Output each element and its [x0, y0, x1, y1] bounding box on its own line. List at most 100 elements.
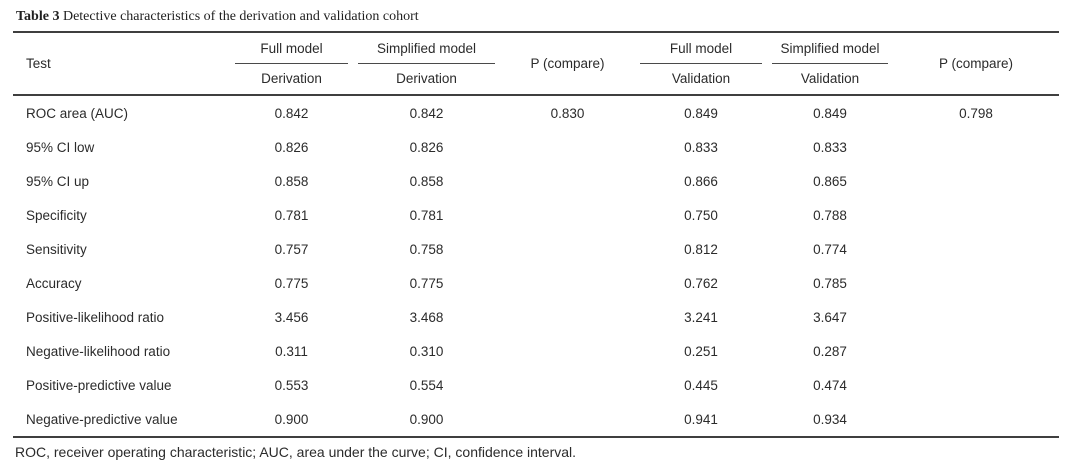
- table-row: 95% CI low 0.826 0.826 0.833 0.833: [13, 130, 1059, 164]
- cell-p-validation: [893, 164, 1059, 198]
- cell-p-derivation: 0.830: [550, 105, 585, 121]
- cell-full-derivation: 0.900: [274, 411, 309, 427]
- cell-simplified-validation: 0.934: [813, 411, 847, 427]
- table-header: Test Full model Simplified model P (comp…: [13, 32, 1059, 95]
- cell-full-derivation: 0.311: [275, 343, 308, 359]
- cell-simplified-validation: 0.474: [813, 377, 847, 393]
- table-title: Table 3 Detective characteristics of the…: [0, 0, 1080, 31]
- cell-p-derivation: [500, 232, 635, 266]
- table-row: Positive-predictive value 0.553 0.554 0.…: [13, 368, 1059, 402]
- col-header-full-model-derivation: Full model: [230, 32, 353, 64]
- col-header-p-compare-validation: P (compare): [938, 56, 1014, 71]
- cell-full-derivation: 0.775: [274, 275, 309, 291]
- cell-full-validation: 0.445: [684, 377, 718, 393]
- table-title-number: Table 3: [16, 9, 60, 24]
- table-row: ROC area (AUC) 0.842 0.842 0.830 0.849 0…: [13, 95, 1059, 130]
- cell-p-derivation: [500, 300, 635, 334]
- col-header-full-model-validation-label: Full model: [640, 33, 762, 64]
- cell-p-derivation: [500, 402, 635, 437]
- cell-test: Negative-likelihood ratio: [26, 343, 171, 359]
- cell-test: 95% CI low: [26, 139, 95, 155]
- cell-test: Specificity: [26, 207, 87, 223]
- cell-full-validation: 0.812: [684, 241, 718, 257]
- cell-test: Accuracy: [26, 275, 82, 291]
- header-row-models: Test Full model Simplified model P (comp…: [13, 32, 1059, 71]
- cell-p-derivation: [500, 164, 635, 198]
- header-row-cohorts: Derivation Derivation Validation Validat…: [13, 64, 1059, 95]
- cell-test: ROC area (AUC): [26, 105, 129, 121]
- cell-p-derivation: [500, 266, 635, 300]
- cell-simplified-validation: 3.647: [813, 309, 847, 325]
- col-header-full-model-derivation-label: Full model: [235, 33, 348, 64]
- cell-p-derivation: [500, 368, 635, 402]
- col-header-p-compare-derivation: P (compare): [530, 56, 605, 71]
- cell-full-validation: 0.849: [684, 105, 718, 121]
- table-row: Negative-likelihood ratio 0.311 0.310 0.…: [13, 334, 1059, 368]
- col-header-simplified-model-validation-label: Simplified model: [772, 33, 888, 64]
- cell-full-validation: 0.750: [684, 207, 718, 223]
- cell-test: 95% CI up: [26, 173, 90, 189]
- cell-simplified-derivation: 0.310: [409, 343, 444, 359]
- cell-test: Sensitivity: [26, 241, 87, 257]
- subheader-validation-1: Validation: [635, 64, 767, 95]
- col-header-simplified-model-validation: Simplified model: [767, 32, 893, 64]
- cell-simplified-derivation: 0.554: [409, 377, 444, 393]
- cell-simplified-validation: 0.833: [813, 139, 847, 155]
- cell-full-validation: 0.941: [684, 411, 718, 427]
- cell-test: Positive-predictive value: [26, 377, 172, 393]
- cell-simplified-derivation: 0.842: [409, 105, 444, 121]
- col-header-full-model-validation: Full model: [635, 32, 767, 64]
- cell-p-validation: [893, 130, 1059, 164]
- cell-full-derivation: 3.456: [274, 309, 309, 325]
- subheader-derivation-2-label: Derivation: [396, 71, 457, 86]
- cell-p-validation: [893, 198, 1059, 232]
- cell-simplified-validation: 0.865: [813, 173, 847, 189]
- cell-simplified-validation: 0.788: [813, 207, 847, 223]
- table-row: 95% CI up 0.858 0.858 0.866 0.865: [13, 164, 1059, 198]
- cell-full-derivation: 0.781: [274, 207, 309, 223]
- cell-full-derivation: 0.826: [274, 139, 309, 155]
- col-header-test: Test: [26, 56, 51, 71]
- cell-p-validation: [893, 334, 1059, 368]
- cell-simplified-derivation: 3.468: [409, 309, 444, 325]
- table-row: Negative-predictive value 0.900 0.900 0.…: [13, 402, 1059, 437]
- subheader-derivation-1: Derivation: [230, 64, 353, 95]
- table-title-caption: Detective characteristics of the derivat…: [59, 9, 419, 24]
- table-row: Specificity 0.781 0.781 0.750 0.788: [13, 198, 1059, 232]
- subheader-validation-1-label: Validation: [671, 71, 731, 86]
- col-header-simplified-model-derivation: Simplified model: [353, 32, 500, 64]
- detective-characteristics-table: Test Full model Simplified model P (comp…: [13, 31, 1059, 438]
- cell-simplified-derivation: 0.775: [409, 275, 444, 291]
- cell-simplified-derivation: 0.858: [409, 173, 444, 189]
- cell-full-validation: 0.251: [684, 343, 718, 359]
- cell-test: Positive-likelihood ratio: [26, 309, 165, 325]
- cell-full-derivation: 0.757: [274, 241, 309, 257]
- subheader-validation-2: Validation: [767, 64, 893, 95]
- cell-p-derivation: [500, 198, 635, 232]
- cell-simplified-derivation: 0.900: [409, 411, 444, 427]
- table-footnote: ROC, receiver operating characteristic; …: [15, 444, 577, 460]
- subheader-derivation-2: Derivation: [353, 64, 500, 95]
- cell-simplified-validation: 0.785: [813, 275, 847, 291]
- cell-p-derivation: [500, 130, 635, 164]
- cell-test: Negative-predictive value: [26, 411, 178, 427]
- cell-full-validation: 0.762: [684, 275, 718, 291]
- cell-simplified-validation: 0.774: [813, 241, 847, 257]
- table-body: ROC area (AUC) 0.842 0.842 0.830 0.849 0…: [13, 95, 1059, 437]
- table-row: Sensitivity 0.757 0.758 0.812 0.774: [13, 232, 1059, 266]
- subheader-validation-2-label: Validation: [800, 71, 860, 86]
- cell-simplified-derivation: 0.826: [409, 139, 444, 155]
- cell-p-derivation: [500, 334, 635, 368]
- cell-p-validation: [893, 266, 1059, 300]
- cell-full-derivation: 0.553: [274, 377, 309, 393]
- cell-simplified-validation: 0.849: [813, 105, 847, 121]
- cell-simplified-derivation: 0.781: [409, 207, 444, 223]
- table-row: Accuracy 0.775 0.775 0.762 0.785: [13, 266, 1059, 300]
- cell-p-validation: [893, 232, 1059, 266]
- cell-simplified-validation: 0.287: [813, 343, 847, 359]
- subheader-derivation-1-label: Derivation: [261, 71, 322, 86]
- cell-p-validation: [893, 368, 1059, 402]
- table-row: Positive-likelihood ratio 3.456 3.468 3.…: [13, 300, 1059, 334]
- cell-p-validation: 0.798: [959, 105, 993, 121]
